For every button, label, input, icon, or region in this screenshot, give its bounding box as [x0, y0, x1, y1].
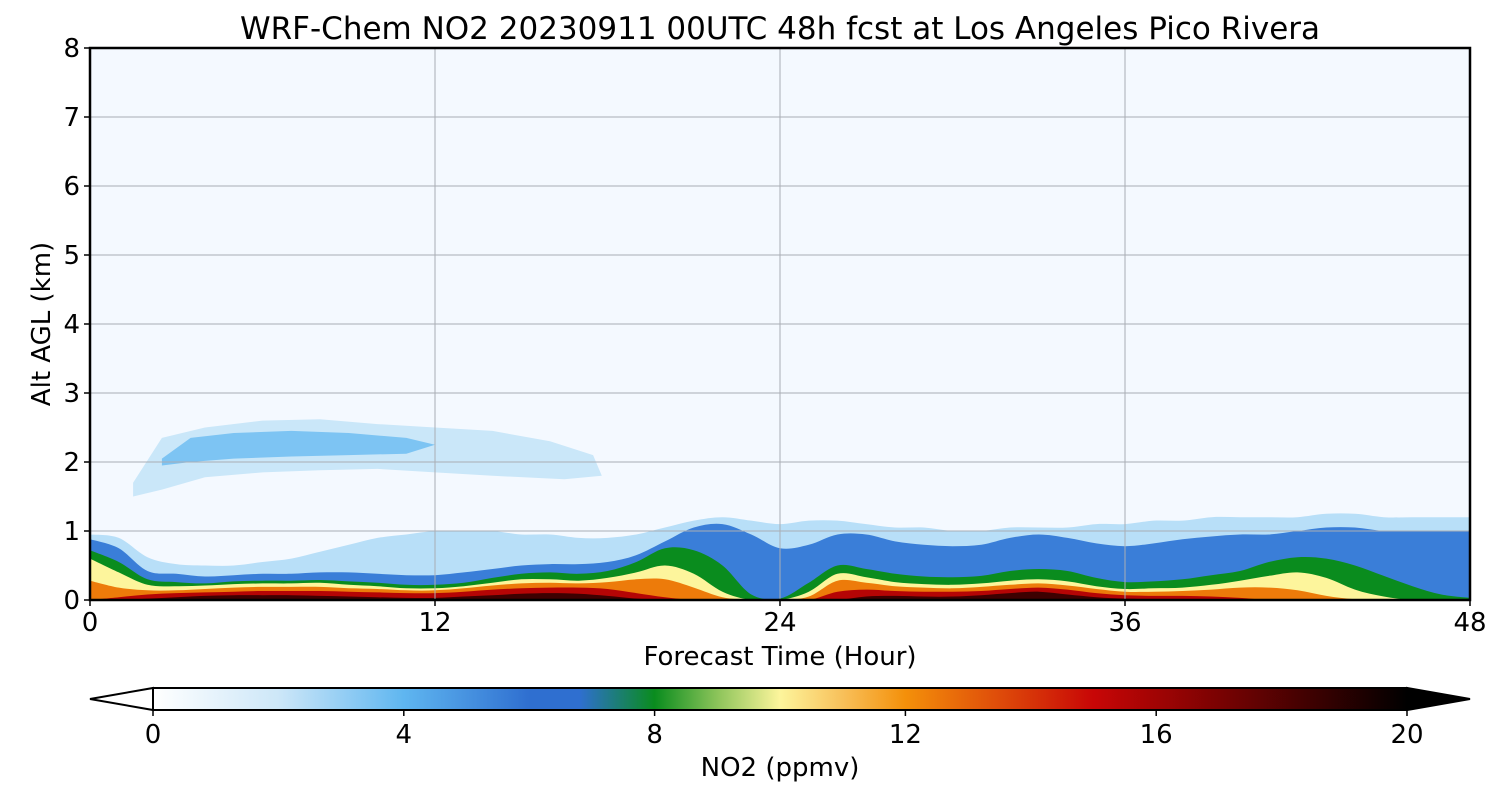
y-tick-label: 2: [63, 448, 80, 478]
colorbar-tick-label: 8: [646, 720, 663, 750]
plume-core: [161, 430, 435, 466]
colorbar-tick-label: 16: [1140, 720, 1173, 750]
x-axis-title: Forecast Time (Hour): [643, 642, 916, 672]
y-tick-label: 0: [63, 586, 80, 616]
y-tick-label: 1: [63, 517, 80, 547]
y-axis-title: Alt AGL (km): [27, 242, 57, 406]
colorbar-min-extend: [89, 686, 154, 712]
y-tick-label: 3: [63, 379, 80, 409]
x-tick-label: 24: [763, 608, 796, 638]
chart-title: WRF-Chem NO2 20230911 00UTC 48h fcst at …: [240, 11, 1320, 47]
plot-area: [88, 46, 1472, 602]
colorbar-tick-label: 12: [889, 720, 922, 750]
colorbar-label: NO2 (ppmv): [701, 753, 860, 783]
y-tick-label: 5: [63, 241, 80, 271]
y-tick-label: 6: [63, 172, 80, 202]
x-tick-label: 12: [418, 608, 451, 638]
colorbar-tick-label: 4: [396, 720, 413, 750]
x-tick-label: 0: [82, 608, 99, 638]
x-tick-label: 48: [1453, 608, 1486, 638]
y-tick-label: 4: [63, 310, 80, 340]
x-tick-label: 36: [1108, 608, 1141, 638]
colorbar-max-extend: [1406, 686, 1471, 712]
colorbar-tick-label: 0: [145, 720, 162, 750]
colorbar: 0 4 8 12 16 20 NO2 (ppmv): [89, 686, 1471, 783]
y-tick-label: 7: [63, 103, 80, 133]
colorbar-tick-label: 20: [1390, 720, 1423, 750]
colorbar-scale: [152, 687, 1408, 711]
y-tick-label: 8: [63, 34, 80, 64]
